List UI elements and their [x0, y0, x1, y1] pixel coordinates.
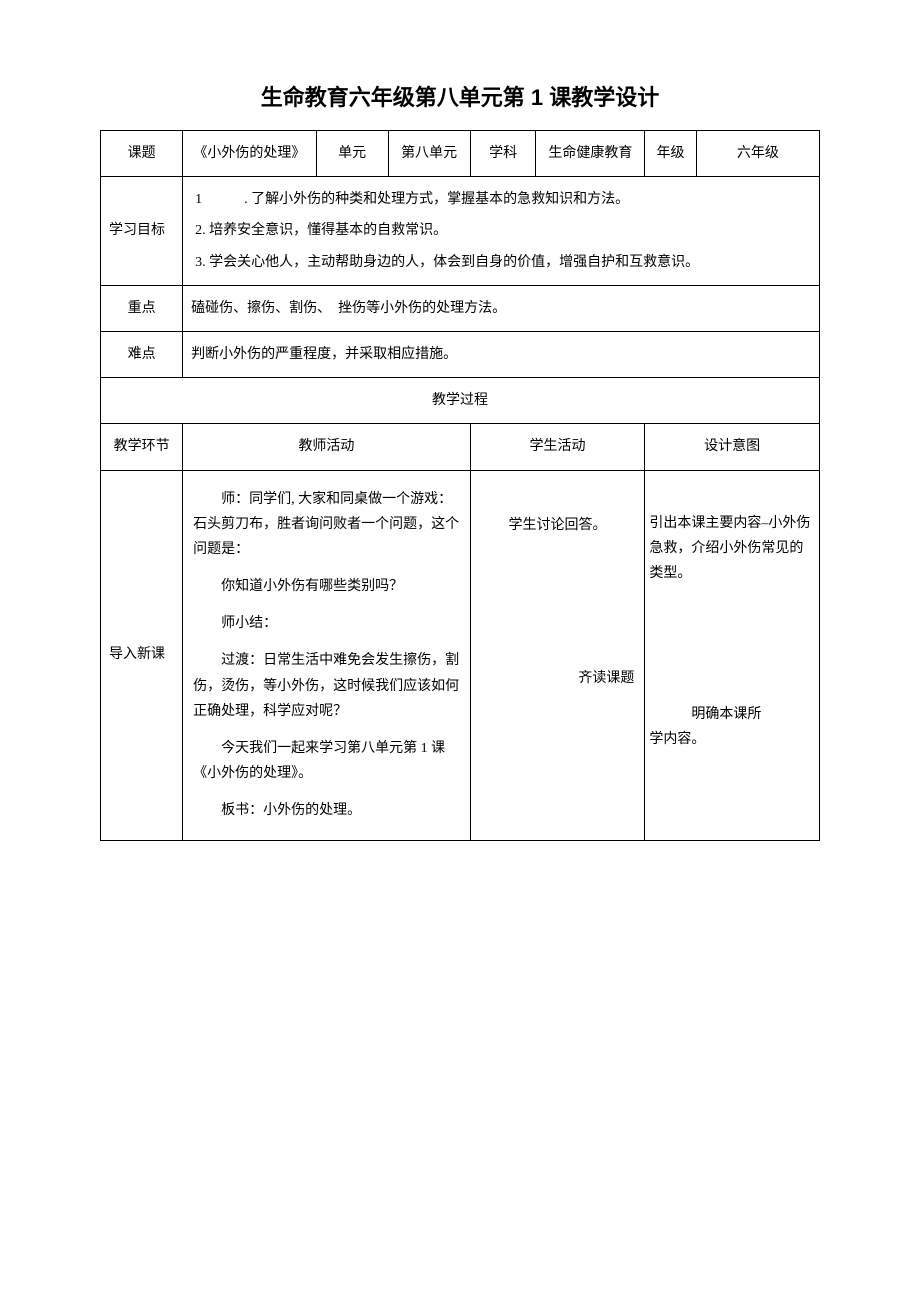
table-row: 重点 磕碰伤、擦伤、割伤、 挫伤等小外伤的处理方法。 [101, 285, 820, 331]
page-title: 生命教育六年级第八单元第 1 课教学设计 [100, 80, 820, 112]
student-activity-text: 学生讨论回答。 [509, 518, 607, 533]
header-phase: 教学环节 [101, 424, 183, 470]
intent-text: 明确本课所 [649, 702, 815, 727]
table-row: 导入新课 师：同学们, 大家和同桌做一个游戏：石头剪刀布，胜者询问败者一个问题，… [101, 470, 820, 840]
objective-item: 1 . 了解小外伤的种类和处理方式，掌握基本的急救知识和方法。 [195, 187, 811, 212]
objective-item: 2. 培养安全意识，懂得基本的自救常识。 [195, 218, 811, 243]
cell-difficulty: 判断小外伤的严重程度，并采取相应措施。 [183, 331, 820, 377]
header-intent: 设计意图 [645, 424, 820, 470]
teacher-para: 今天我们一起来学习第八单元第 1 课《小外伤的处理》。 [193, 736, 460, 786]
label-focus: 重点 [101, 285, 183, 331]
cell-design-intent: 引出本课主要内容–小外伤急救，介绍小外伤常见的类型。 明确本课所 学内容。 [645, 470, 820, 840]
teacher-para: 师：同学们, 大家和同桌做一个游戏：石头剪刀布，胜者询问败者一个问题，这个问题是… [193, 487, 460, 563]
label-subject: 学科 [470, 131, 536, 177]
label-process: 教学过程 [101, 378, 820, 424]
label-topic: 课题 [101, 131, 183, 177]
cell-focus: 磕碰伤、擦伤、割伤、 挫伤等小外伤的处理方法。 [183, 285, 820, 331]
header-student: 学生活动 [470, 424, 645, 470]
label-difficulty: 难点 [101, 331, 183, 377]
table-row: 课题 《小外伤的处理》 单元 第八单元 学科 生命健康教育 年级 六年级 [101, 131, 820, 177]
header-teacher: 教师活动 [183, 424, 471, 470]
teacher-para: 板书：小外伤的处理。 [193, 798, 460, 823]
cell-teacher-activity: 师：同学们, 大家和同桌做一个游戏：石头剪刀布，胜者询问败者一个问题，这个问题是… [183, 470, 471, 840]
lesson-plan-table: 课题 《小外伤的处理》 单元 第八单元 学科 生命健康教育 年级 六年级 学习目… [100, 130, 820, 841]
label-objectives: 学习目标 [101, 177, 183, 286]
teacher-para: 你知道小外伤有哪些类别吗？ [193, 574, 460, 599]
teacher-para: 过渡：日常生活中难免会发生擦伤，割伤，烫伤，等小外伤，这时候我们应该如何正确处理… [193, 648, 460, 724]
table-row: 教学过程 [101, 378, 820, 424]
intent-text: 引出本课主要内容–小外伤急救，介绍小外伤常见的类型。 [649, 516, 810, 581]
table-row: 教学环节 教师活动 学生活动 设计意图 [101, 424, 820, 470]
intent-text: 学内容。 [649, 727, 815, 752]
label-unit: 单元 [316, 131, 388, 177]
cell-subject: 生命健康教育 [536, 131, 645, 177]
cell-unit: 第八单元 [388, 131, 470, 177]
cell-topic: 《小外伤的处理》 [183, 131, 317, 177]
table-row: 学习目标 1 . 了解小外伤的种类和处理方式，掌握基本的急救知识和方法。 2. … [101, 177, 820, 286]
cell-phase: 导入新课 [101, 470, 183, 840]
objective-item: 3. 学会关心他人，主动帮助身边的人，体会到自身的价值，增强自护和互救意识。 [195, 250, 811, 275]
student-activity-text: 齐读课题 [578, 671, 634, 686]
table-row: 难点 判断小外伤的严重程度，并采取相应措施。 [101, 331, 820, 377]
teacher-para: 师小结： [193, 611, 460, 636]
cell-grade: 六年级 [696, 131, 819, 177]
label-grade: 年级 [645, 131, 696, 177]
cell-student-activity: 学生讨论回答。 齐读课题 [470, 470, 645, 840]
cell-objectives: 1 . 了解小外伤的种类和处理方式，掌握基本的急救知识和方法。 2. 培养安全意… [183, 177, 820, 286]
